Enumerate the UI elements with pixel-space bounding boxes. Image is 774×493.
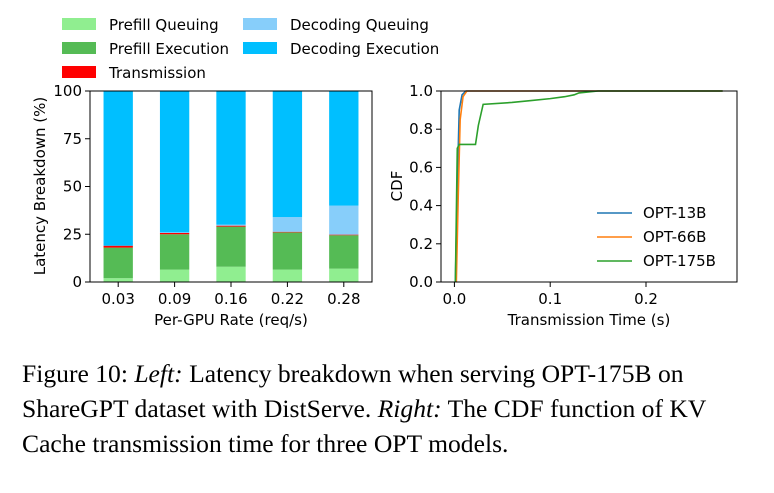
x-tick-label: 0.1 xyxy=(538,290,562,308)
y-tick-label: 1.0 xyxy=(409,82,433,100)
caption-right-title: Right: xyxy=(377,394,442,423)
bar-segment-decoding-queuing xyxy=(329,205,359,235)
bar-segment-prefill-queuing xyxy=(159,269,190,282)
left-x-ticks: 0.03 0.09 0.16 0.22 0.28 xyxy=(101,282,361,308)
left-y-ticks: 0 25 50 75 100 xyxy=(53,82,90,291)
x-tick-label: 0.0 xyxy=(442,290,466,308)
x-tick-label: 0.03 xyxy=(101,290,134,308)
right-x-ticks: 0.0 0.1 0.2 xyxy=(442,282,658,308)
legend-swatch-prefill-queuing xyxy=(62,18,96,30)
legend-swatch-prefill-execution xyxy=(62,42,96,54)
legend-label: Transmission xyxy=(108,64,206,82)
y-tick-label: 0.4 xyxy=(409,197,433,215)
right-y-axis-label: CDF xyxy=(388,171,406,202)
left-chart: 0 25 50 75 100 0.03 0.09 0.16 0.22 0.28 Per-GPU … xyxy=(31,82,373,329)
y-tick-label: 25 xyxy=(63,225,82,243)
legend-swatch-transmission xyxy=(62,66,96,78)
x-tick-label: 0.2 xyxy=(634,290,658,308)
right-legend: OPT-13B OPT-66B OPT-175B xyxy=(597,204,716,270)
bar-segment-decoding-execution xyxy=(103,91,133,246)
caption-left-text: Latency breakdown when serving OPT-175B … xyxy=(22,359,684,423)
caption-right-text: The CDF function of KV Cache transmissio… xyxy=(22,394,706,458)
bar-segment-prefill-queuing xyxy=(103,278,133,282)
bar-segment-prefill-queuing xyxy=(272,269,303,282)
bar-segment-prefill-queuing xyxy=(329,268,359,282)
bar-segment-decoding-queuing xyxy=(159,232,190,233)
figure-caption: Figure 10: Left: Latency breakdown when … xyxy=(22,356,757,461)
bar-segment-transmission xyxy=(159,232,190,235)
cdf-line-opt-175b xyxy=(454,90,723,283)
right-plot-frame xyxy=(440,90,738,283)
bar-segment-prefill-execution xyxy=(103,247,133,279)
caption-label: Figure 10: xyxy=(22,359,135,388)
x-tick-label: 0.09 xyxy=(158,290,191,308)
bar-segment-decoding-execution xyxy=(216,91,246,225)
bar-segment-transmission xyxy=(216,225,246,227)
y-tick-label: 75 xyxy=(63,130,82,148)
bar-segment-prefill-execution xyxy=(159,234,190,270)
left-x-axis-label: Per-GPU Rate (req/s) xyxy=(154,311,308,329)
bar-segment-prefill-execution xyxy=(329,235,359,269)
bar-segment-transmission xyxy=(272,231,303,233)
left-y-axis-label: Latency Breakdown (%) xyxy=(31,97,49,276)
legend-label: OPT-175B xyxy=(643,252,716,270)
bar-segment-prefill-queuing xyxy=(216,266,246,282)
legend-swatch-decoding-execution xyxy=(243,42,277,54)
bar-segment-transmission xyxy=(329,234,359,236)
x-tick-label: 0.28 xyxy=(327,290,360,308)
legend-label: Prefill Queuing xyxy=(109,16,219,34)
caption-left-title: Left: xyxy=(134,359,183,388)
legend-label: Prefill Execution xyxy=(109,40,229,58)
bar-segment-prefill-execution xyxy=(216,226,246,267)
bar-segment-decoding-execution xyxy=(159,91,190,233)
legend-label: Decoding Queuing xyxy=(290,16,429,34)
right-x-axis-label: Transmission Time (s) xyxy=(507,311,671,329)
y-tick-label: 50 xyxy=(63,178,82,196)
bar-segment-decoding-execution xyxy=(329,91,359,206)
legend-label: Decoding Execution xyxy=(290,40,439,58)
y-tick-label: 0.8 xyxy=(409,120,433,138)
x-tick-label: 0.16 xyxy=(214,290,247,308)
y-tick-label: 0 xyxy=(72,273,82,291)
bar-segment-transmission xyxy=(103,245,133,248)
y-tick-label: 0.2 xyxy=(409,235,433,253)
bar-segment-decoding-queuing xyxy=(216,224,246,226)
right-y-ticks: 0.0 0.2 0.4 0.6 0.8 1.0 xyxy=(409,82,441,291)
bar-segment-decoding-execution xyxy=(272,91,303,218)
y-tick-label: 0.0 xyxy=(409,273,433,291)
bar-segments xyxy=(103,91,359,282)
bar-segment-prefill-execution xyxy=(272,232,303,270)
legend-label: OPT-13B xyxy=(643,204,706,222)
legend-label: OPT-66B xyxy=(643,228,706,246)
figure: Prefill Queuing Prefill Execution Transmis… xyxy=(31,16,738,329)
bar-segment-decoding-queuing xyxy=(272,217,303,232)
y-tick-label: 0.6 xyxy=(409,158,433,176)
top-legend: Prefill Queuing Prefill Execution Transmis… xyxy=(62,16,439,82)
x-tick-label: 0.22 xyxy=(271,290,304,308)
right-chart: 0.0 0.2 0.4 0.6 0.8 1.0 0.0 0.1 0.2 Transmissio… xyxy=(388,82,738,329)
legend-swatch-decoding-queuing xyxy=(243,18,277,30)
y-tick-label: 100 xyxy=(53,82,82,100)
